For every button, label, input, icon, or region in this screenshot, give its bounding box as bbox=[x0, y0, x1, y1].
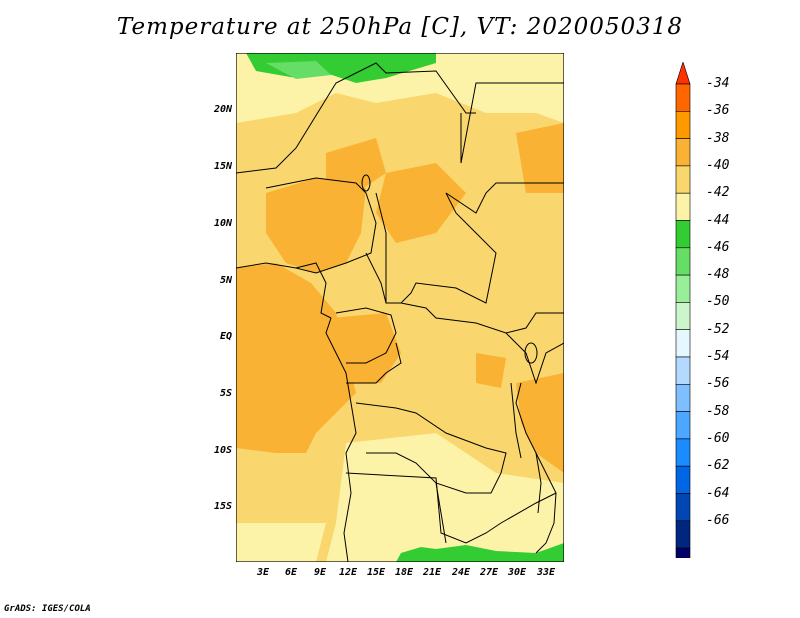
lat-label-15n: 15N bbox=[213, 161, 232, 172]
lat-label-10s: 10S bbox=[213, 445, 232, 456]
colorbar-label: -46 bbox=[706, 239, 730, 255]
colorbar-label: -52 bbox=[706, 321, 730, 337]
colorbar-label: -34 bbox=[706, 76, 730, 91]
lon-label-12e: 12E bbox=[338, 567, 358, 578]
colorbar-label: -36 bbox=[706, 103, 730, 119]
country-borders bbox=[236, 62, 564, 562]
chad-warm-region bbox=[376, 163, 466, 243]
niger-warm-region bbox=[326, 138, 386, 193]
colorbar-label: -40 bbox=[706, 157, 730, 173]
colorbar-box bbox=[675, 274, 691, 303]
chart-title: Temperature at 250hPa [C], VT: 202005031… bbox=[116, 14, 684, 40]
colorbar-top-arrow bbox=[675, 62, 691, 85]
sudan-warm-region bbox=[516, 123, 564, 193]
lat-label-10n: 10N bbox=[213, 218, 232, 229]
south-pale-band bbox=[326, 433, 564, 562]
colorbar-box bbox=[675, 302, 691, 330]
colorbar-label: -66 bbox=[706, 512, 730, 528]
colorbar-label: -38 bbox=[706, 130, 730, 146]
lon-label-6e: 6E bbox=[284, 567, 298, 578]
colorbar-box bbox=[675, 138, 691, 167]
map-panel bbox=[236, 53, 564, 562]
colorbar-label: -60 bbox=[706, 430, 730, 446]
colorbar-label: -48 bbox=[706, 267, 730, 283]
lat-label-15s: 15S bbox=[213, 501, 232, 512]
colorbar-box bbox=[675, 110, 691, 139]
colorbar bbox=[675, 62, 691, 558]
colorbar-boxes bbox=[675, 62, 691, 558]
colorbar-box bbox=[675, 520, 691, 549]
lon-label-33e: 33E bbox=[536, 567, 556, 578]
colorbar-label: -54 bbox=[706, 349, 730, 364]
colorbar-label: -50 bbox=[706, 294, 730, 310]
colorbar-box bbox=[675, 247, 691, 276]
colorbar-label: -44 bbox=[706, 212, 730, 228]
colorbar-label: -64 bbox=[706, 485, 730, 501]
colorbar-box bbox=[675, 383, 691, 412]
colorbar-label: -58 bbox=[706, 403, 730, 419]
colorbar-label: -56 bbox=[706, 376, 730, 392]
nigeria-warm-region bbox=[266, 178, 366, 273]
colorbar-box bbox=[675, 83, 691, 112]
colorbar-box bbox=[675, 329, 691, 358]
lon-label-24e: 24E bbox=[451, 567, 471, 578]
south-cold-patch bbox=[396, 543, 564, 562]
congo-warm-spot bbox=[476, 353, 506, 388]
lon-label-15e: 15E bbox=[366, 567, 386, 578]
lon-label-30e: 30E bbox=[507, 567, 527, 578]
atlantic-warm-region bbox=[236, 263, 356, 453]
lon-label-21e: 21E bbox=[422, 567, 442, 578]
lon-label-27e: 27E bbox=[479, 567, 499, 578]
gabon-warm-region bbox=[331, 313, 401, 383]
lat-label-5n: 5N bbox=[219, 275, 232, 286]
lakes bbox=[361, 174, 542, 514]
map-svg bbox=[236, 53, 564, 562]
colorbar-box bbox=[675, 547, 691, 558]
southwest-pale-band bbox=[236, 523, 326, 562]
lat-label-eq: EQ bbox=[219, 331, 232, 342]
lat-label-20n: 20N bbox=[213, 104, 232, 115]
colorbar-box bbox=[675, 356, 691, 385]
lat-label-5s: 5S bbox=[219, 388, 232, 399]
colorbar-box bbox=[675, 192, 691, 221]
east-africa-warm-region bbox=[516, 373, 564, 473]
colorbar-box bbox=[675, 438, 691, 467]
sahara-cool-patch bbox=[266, 61, 331, 79]
colorbar-box bbox=[675, 493, 691, 522]
colorbar-label: -42 bbox=[706, 185, 730, 201]
lon-label-18e: 18E bbox=[394, 567, 414, 578]
colorbar-box bbox=[675, 411, 691, 440]
colorbar-box bbox=[675, 465, 691, 494]
colorbar-box bbox=[675, 220, 691, 249]
lon-label-9e: 9E bbox=[313, 567, 327, 578]
colorbar-label: -62 bbox=[706, 458, 730, 474]
colorbar-box bbox=[675, 165, 691, 194]
lon-label-3e: 3E bbox=[256, 567, 270, 578]
footer-credit: GrADS: IGES/COLA bbox=[4, 604, 91, 614]
